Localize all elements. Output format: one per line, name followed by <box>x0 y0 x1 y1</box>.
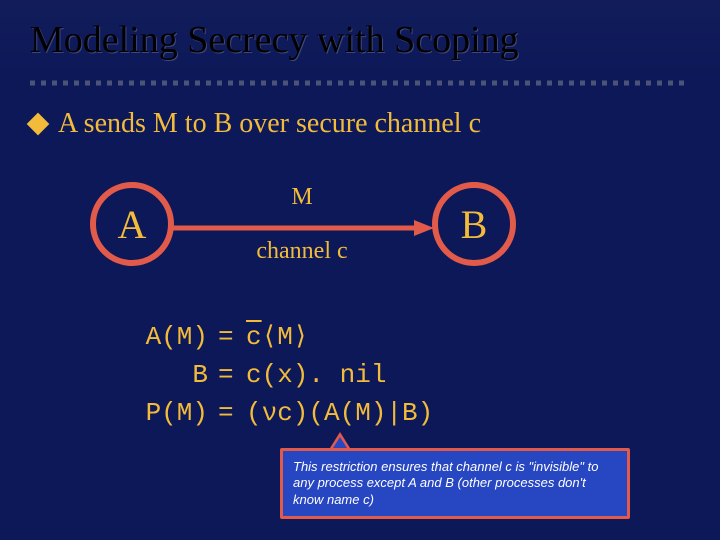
eq-lhs: A(M) <box>98 318 218 356</box>
bullet-text: A sends M to B over secure channel c <box>58 108 481 140</box>
eq-rhs: c(x). nil <box>246 356 386 394</box>
callout-pointer-fill <box>333 437 347 448</box>
pi-calculus-equations: A(M) = c⟨M⟩ B = c(x). nil P(M) = (νc)(A(… <box>98 318 433 432</box>
eq-lhs: B <box>98 356 218 394</box>
eq-rhs: (νc)(A(M)|B) <box>246 394 433 432</box>
equation-row: A(M) = c⟨M⟩ <box>98 318 433 356</box>
eq-rhs: c⟨M⟩ <box>246 318 309 356</box>
diamond-bullet-icon <box>27 113 50 136</box>
arrow-icon <box>170 218 434 238</box>
equation-row: B = c(x). nil <box>98 356 433 394</box>
eq-equals: = <box>218 318 246 356</box>
arrow-label-channel: channel c <box>170 238 434 265</box>
channel-diagram: A M channel c B <box>0 172 720 282</box>
slide-title: Modeling Secrecy with Scoping <box>0 0 720 72</box>
equation-row: P(M) = (νc)(A(M)|B) <box>98 394 433 432</box>
eq-equals: = <box>218 356 246 394</box>
bullet-row: A sends M to B over secure channel c <box>30 108 481 140</box>
eq-equals: = <box>218 394 246 432</box>
callout-box: This restriction ensures that channel c … <box>280 448 630 519</box>
node-a: A <box>90 182 174 266</box>
eq-lhs: P(M) <box>98 394 218 432</box>
arrow-label-m: M <box>170 184 434 211</box>
divider-line <box>30 80 690 86</box>
node-b: B <box>432 182 516 266</box>
